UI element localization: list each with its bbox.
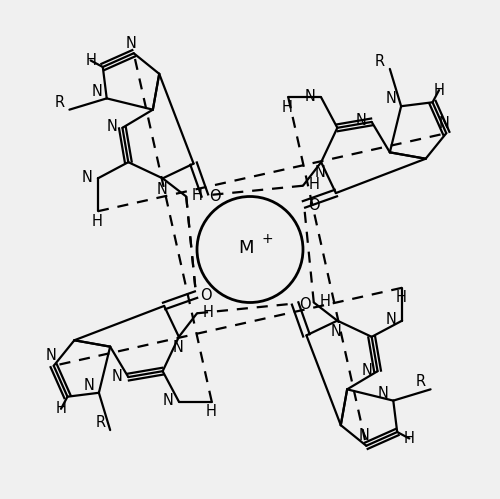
Text: M: M (238, 239, 254, 257)
Text: R: R (96, 415, 106, 430)
Text: N: N (126, 36, 136, 51)
Text: N: N (356, 113, 366, 128)
Text: N: N (331, 324, 342, 339)
Text: R: R (416, 374, 426, 390)
Text: O: O (209, 189, 220, 204)
Text: H: H (192, 188, 202, 203)
Text: N: N (162, 393, 173, 408)
Text: H: H (396, 290, 406, 305)
Text: N: N (358, 429, 370, 444)
Text: H: H (85, 53, 96, 68)
Text: N: N (46, 348, 56, 363)
Text: H: H (92, 214, 102, 229)
Text: N: N (92, 83, 102, 98)
Text: N: N (106, 119, 117, 134)
Text: N: N (112, 369, 123, 384)
Text: N: N (386, 312, 396, 327)
Text: +: + (262, 232, 274, 246)
Text: O: O (299, 297, 311, 312)
Text: H: H (206, 404, 216, 419)
Text: H: H (56, 401, 66, 416)
Text: H: H (404, 431, 415, 446)
Text: R: R (375, 54, 385, 69)
Text: N: N (156, 182, 167, 197)
Text: N: N (362, 363, 372, 378)
Text: N: N (314, 166, 326, 181)
Text: N: N (84, 378, 94, 393)
Text: N: N (305, 89, 316, 104)
Text: N: N (438, 116, 450, 131)
Text: R: R (54, 95, 64, 110)
Text: H: H (319, 294, 330, 309)
Text: N: N (82, 170, 92, 185)
Text: H: H (282, 100, 292, 115)
Text: H: H (308, 177, 319, 192)
Text: H: H (434, 83, 444, 98)
Text: O: O (200, 288, 211, 303)
Text: N: N (386, 91, 396, 106)
Text: O: O (308, 198, 320, 213)
Text: H: H (202, 305, 213, 320)
Text: N: N (172, 340, 184, 355)
Text: N: N (378, 386, 389, 401)
